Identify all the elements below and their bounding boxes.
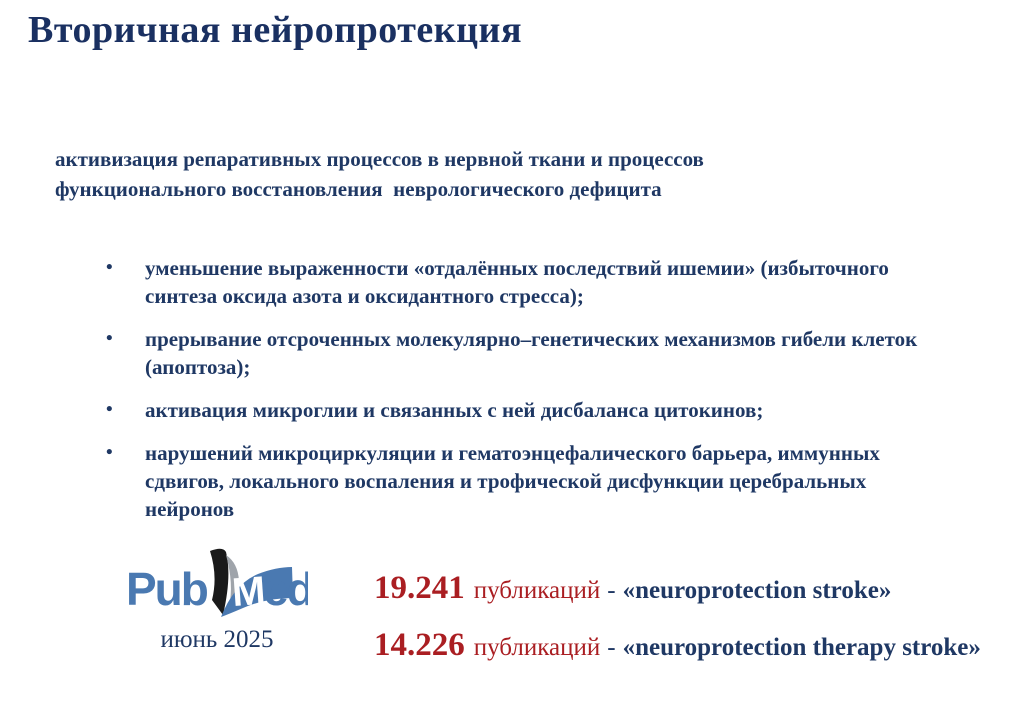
stat-label: публикаций — [473, 634, 601, 661]
stat-query: «neuroprotection therapy stroke» — [622, 634, 981, 661]
bullet-text: нарушений микроциркуляции и гематоэнцефа… — [145, 441, 880, 521]
bullet-text: активация микроглии и связанных с ней ди… — [145, 398, 764, 422]
book-page-black-icon — [210, 548, 229, 615]
stat-line: 14.226 публикаций - «neuroprotection the… — [374, 627, 981, 664]
bullet-text: уменьшение выраженности «отдалённых посл… — [145, 256, 889, 308]
list-item: • уменьшение выраженности «отдалённых по… — [104, 254, 929, 310]
book-open-blue-icon — [221, 567, 293, 617]
list-item: • нарушений микроциркуляции и гематоэнце… — [104, 439, 929, 523]
publication-stats: 19.241 публикаций - «neuroprotection str… — [374, 570, 981, 684]
bullet-icon: • — [106, 328, 113, 349]
stat-count: 19.241 — [374, 570, 465, 606]
pubmed-date: июнь 2025 — [160, 626, 274, 653]
bullet-list: • уменьшение выраженности «отдалённых по… — [104, 254, 929, 538]
stat-query: «neuroprotection stroke» — [622, 577, 892, 604]
pubmed-logo-icon: Pub M ed — [126, 548, 308, 617]
stat-line: 19.241 публикаций - «neuroprotection str… — [374, 570, 981, 607]
bullet-icon: • — [106, 257, 113, 278]
bullet-icon: • — [106, 442, 113, 463]
page-title: Вторичная нейропротекция — [28, 9, 523, 51]
pubmed-logo-ed-text: ed — [263, 563, 308, 615]
list-item: • активация микроглии и связанных с ней … — [104, 396, 929, 424]
stat-label: публикаций — [473, 577, 601, 604]
pubmed-logo-pub-text: Pub — [126, 563, 208, 615]
bullet-icon: • — [106, 399, 113, 420]
stat-separator: - — [607, 634, 616, 661]
bullet-text: прерывание отсроченных молекулярно–генет… — [145, 327, 918, 379]
list-item: • прерывание отсроченных молекулярно–ген… — [104, 325, 929, 381]
intro-text: активизация репаративных процессов в нер… — [55, 147, 710, 201]
stat-separator: - — [607, 577, 616, 604]
pubmed-logo: Pub M ed июнь 2025 — [124, 548, 310, 654]
stat-count: 14.226 — [374, 627, 465, 663]
pubmed-logo-m-text: M — [231, 569, 267, 615]
